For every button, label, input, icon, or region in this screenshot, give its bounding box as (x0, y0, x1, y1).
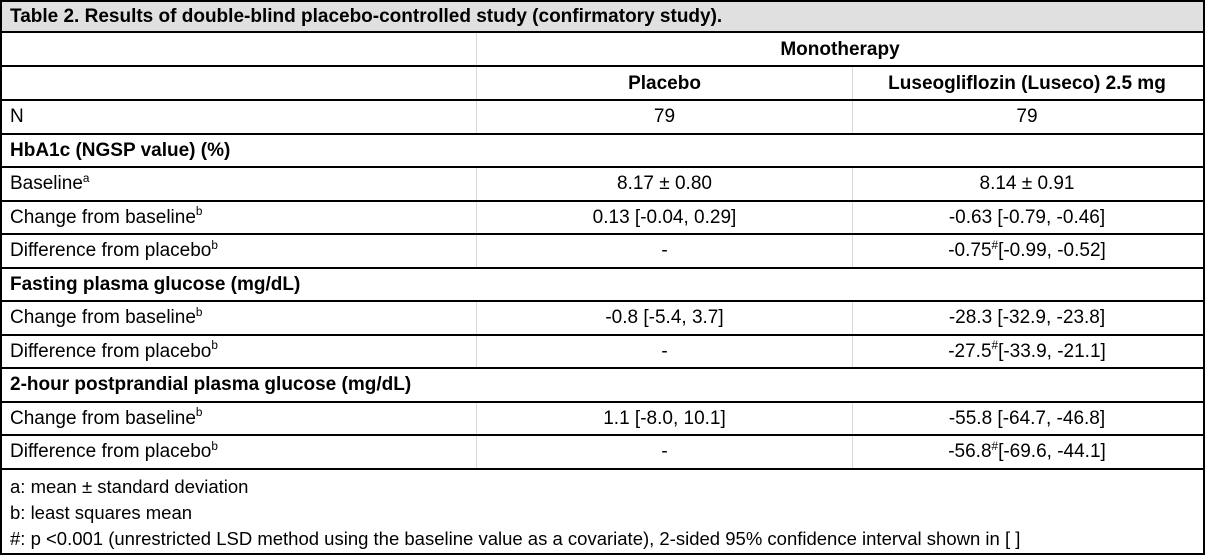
superscript-marker: b (195, 305, 203, 319)
table-row: Difference from placebo b - -0.75 # [-0.99, … (2, 235, 1203, 269)
cell-text: -28.3 [-32.9, -23.8] (948, 307, 1106, 329)
cell-text: - (661, 240, 668, 262)
value-luseogliflozin: 79 (853, 101, 1201, 133)
cell-text: 8.17 ± 0.80 (617, 173, 712, 195)
row-label: Baseline a (2, 168, 477, 200)
cell-text: -0.75 (948, 240, 992, 262)
superscript-marker: b (211, 439, 218, 453)
superscript-marker: # (991, 339, 999, 353)
cell-text: Change from baseline (10, 206, 196, 228)
section-header-label: HbA1c (NGSP value) (%) (2, 135, 1203, 167)
cell-text: - (661, 441, 668, 463)
section-header-row: HbA1c (NGSP value) (%) (2, 135, 1203, 168)
cell-text-after: [-33.9, -21.1] (998, 340, 1106, 362)
cell-text: -0.8 [-5.4, 3.7] (605, 307, 724, 329)
table-title-row: Table 2. Results of double-blind placebo… (2, 2, 1203, 33)
row-label: Difference from placebo b (2, 235, 477, 267)
cell-text: - (661, 340, 668, 362)
footnote-a: a: mean ± standard deviation (10, 475, 249, 497)
table-row: Difference from placebo b - -27.5 # [-33.9, … (2, 335, 1203, 369)
cell-text: Change from baseline (10, 407, 196, 429)
row-label: Change from baseline b (2, 302, 477, 334)
superscript-marker: a (82, 171, 90, 185)
cell-text-after: [-69.6, -44.1] (998, 441, 1106, 463)
value-luseogliflozin: -56.8 # [-69.6, -44.1] (853, 436, 1201, 468)
superscript-marker: b (195, 205, 203, 219)
value-placebo: - (477, 235, 853, 267)
cell-text: HbA1c (NGSP value) (%) (10, 139, 231, 161)
cell-text: Fasting plasma glucose (mg/dL) (10, 273, 301, 295)
cell-text: -0.63 [-0.79, -0.46] (948, 206, 1106, 228)
column-header-luseogliflozin: Luseogliflozin (Luseco) 2.5 mg (888, 72, 1166, 94)
row-label: Change from baseline b (2, 201, 477, 233)
cell-text: Difference from placebo (10, 240, 212, 262)
row-label: Difference from placebo b (2, 335, 477, 367)
cell-text: Difference from placebo (10, 441, 212, 463)
table-row: Difference from placebo b - -56.8 # [-69.6, … (2, 436, 1203, 470)
footnote-hash: #: p <0.001 (unrestricted LSD method usi… (10, 527, 1021, 549)
table-row: N 79 79 (2, 101, 1203, 135)
footnote-b: b: least squares mean (10, 501, 193, 523)
row-label: Change from baseline b (2, 402, 477, 434)
superscript-marker: b (211, 238, 218, 252)
value-luseogliflozin: -0.75 # [-0.99, -0.52] (853, 235, 1201, 267)
section-header-label: 2-hour postprandial plasma glucose (mg/d… (2, 369, 1203, 401)
cell-text: -55.8 [-64.7, -46.8] (948, 407, 1106, 429)
cell-text: Change from baseline (10, 307, 196, 329)
cell-text-after: [-0.99, -0.52] (998, 240, 1106, 262)
table-title: Table 2. Results of double-blind placebo… (10, 6, 723, 27)
cell-text: 8.14 ± 0.91 (979, 173, 1075, 195)
group-header-spacer (2, 33, 477, 65)
superscript-marker: b (211, 339, 218, 353)
value-luseogliflozin: 8.14 ± 0.91 (853, 168, 1201, 200)
superscript-marker: # (991, 238, 999, 252)
value-placebo: 1.1 [-8.0, 10.1] (477, 402, 853, 434)
cell-text: 1.1 [-8.0, 10.1] (603, 407, 726, 429)
value-placebo: - (477, 335, 853, 367)
table-row: Change from baseline b -0.8 [-5.4, 3.7] -28… (2, 302, 1203, 336)
group-header-row: Monotherapy (2, 33, 1203, 67)
section-header-row: 2-hour postprandial plasma glucose (mg/d… (2, 369, 1203, 403)
value-luseogliflozin: -27.5 # [-33.9, -21.1] (853, 336, 1201, 368)
table-row: Change from baseline b 1.1 [-8.0, 10.1] -55… (2, 402, 1203, 436)
cell-text: -27.5 (948, 340, 992, 362)
cell-text: Baseline (10, 173, 83, 195)
footnotes-block: a: mean ± standard deviation b: least sq… (2, 470, 1203, 554)
cell-text: 79 (653, 106, 676, 128)
superscript-marker: # (991, 439, 999, 453)
value-placebo: 79 (477, 101, 853, 133)
value-luseogliflozin: -28.3 [-32.9, -23.8] (853, 302, 1201, 334)
value-luseogliflozin: -55.8 [-64.7, -46.8] (853, 403, 1201, 435)
value-placebo: -0.8 [-5.4, 3.7] (477, 302, 853, 334)
superscript-marker: b (195, 406, 203, 420)
value-placebo: 8.17 ± 0.80 (477, 168, 853, 200)
cell-text: 2-hour postprandial plasma glucose (mg/d… (10, 374, 412, 396)
column-header-placebo: Placebo (477, 67, 853, 99)
table-row: Baseline a 8.17 ± 0.80 8.14 ± 0.91 (2, 168, 1203, 202)
cell-text: -56.8 (948, 441, 992, 463)
value-placebo: - (477, 436, 853, 468)
group-header-monotherapy: Monotherapy (780, 38, 900, 60)
column-header-row: Placebo Luseogliflozin (Luseco) 2.5 mg (2, 67, 1203, 101)
row-label: N (2, 101, 477, 133)
cell-text: Difference from placebo (10, 340, 212, 362)
value-placebo: 0.13 [-0.04, 0.29] (477, 201, 853, 233)
cell-text: N (10, 106, 24, 128)
value-luseogliflozin: -0.63 [-0.79, -0.46] (853, 202, 1201, 234)
column-header-spacer (2, 67, 477, 99)
cell-text: 0.13 [-0.04, 0.29] (592, 206, 737, 228)
section-header-label: Fasting plasma glucose (mg/dL) (2, 269, 1203, 301)
table-row: Change from baseline b 0.13 [-0.04, 0.29] -… (2, 201, 1203, 235)
section-header-row: Fasting plasma glucose (mg/dL) (2, 269, 1203, 302)
cell-text: 79 (1016, 106, 1038, 128)
row-label: Difference from placebo b (2, 436, 477, 468)
